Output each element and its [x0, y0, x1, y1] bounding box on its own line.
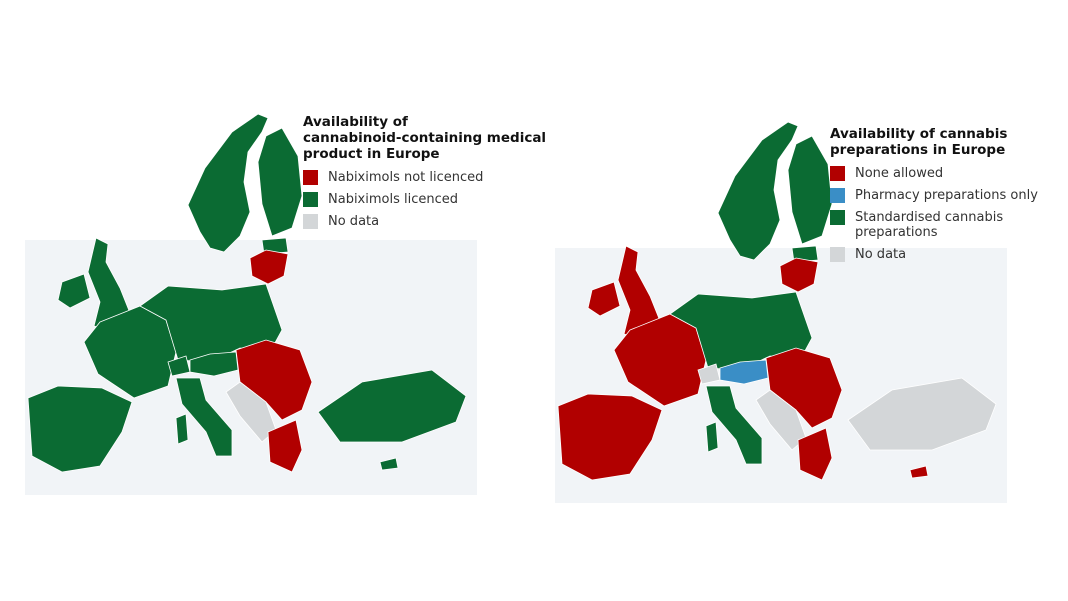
region-est — [791, 245, 819, 263]
region-cyprus — [909, 465, 929, 479]
region-islands — [705, 421, 719, 453]
legend-label: Nabiximols not licenced — [328, 170, 484, 185]
legend-item-licenced: Nabiximols licenced — [303, 192, 553, 207]
region-italy — [705, 385, 763, 465]
region-greece — [267, 419, 303, 473]
legend-label: Nabiximols licenced — [328, 192, 458, 207]
legend-title-line: Availability of cannabis — [830, 126, 1008, 142]
legend-label: Standardised cannabis preparations — [855, 210, 1004, 240]
legend-label: No data — [855, 247, 907, 262]
legend-label: No data — [328, 214, 380, 229]
region-austria — [719, 359, 769, 385]
region-austria — [189, 351, 239, 377]
region-scand — [187, 113, 269, 253]
region-fin — [257, 127, 303, 237]
region-baltic — [249, 249, 289, 285]
europe-map-cannabis-preparations — [555, 121, 1007, 503]
legend-title: Availability of cannabis preparations in… — [830, 126, 1050, 158]
region-ire — [57, 273, 91, 309]
region-ire — [587, 281, 621, 317]
gray-swatch — [303, 214, 318, 229]
green-swatch — [830, 210, 845, 225]
legend-item-pharmacy-only: Pharmacy preparations only — [830, 188, 1050, 203]
legend-label: Pharmacy preparations only — [855, 188, 1038, 203]
legend-cannabis-preparations: Availability of cannabis preparations in… — [830, 126, 1050, 269]
legend-item-no-data: No data — [830, 247, 1050, 262]
green-swatch — [303, 192, 318, 207]
region-baltic — [779, 257, 819, 293]
region-turkey — [317, 369, 467, 443]
region-balkans — [225, 381, 277, 443]
legend-title-line: cannabinoid-containing medical — [303, 130, 547, 146]
region-italy — [175, 377, 233, 457]
legend-label: None allowed — [855, 166, 944, 181]
red-swatch — [830, 166, 845, 181]
region-islands — [175, 413, 189, 445]
region-cyprus — [379, 457, 399, 471]
region-balkans — [755, 389, 807, 451]
region-iberia — [27, 385, 133, 473]
region-fin — [787, 135, 833, 245]
blue-swatch — [830, 188, 845, 203]
europe-map-cannabinoid-products — [25, 113, 477, 495]
gray-swatch — [830, 247, 845, 262]
legend-title: Availability of cannabinoid-containing m… — [303, 114, 553, 162]
legend-cannabinoid-products: Availability of cannabinoid-containing m… — [303, 114, 553, 236]
legend-item-no-data: No data — [303, 214, 553, 229]
region-iberia — [557, 393, 663, 481]
legend-title-line: product in Europe — [303, 146, 440, 162]
red-swatch — [303, 170, 318, 185]
legend-item-not-licenced: Nabiximols not licenced — [303, 170, 553, 185]
legend-item-none-allowed: None allowed — [830, 166, 1050, 181]
legend-title-line: preparations in Europe — [830, 142, 1006, 158]
region-turkey — [847, 377, 997, 451]
legend-title-line: Availability of — [303, 114, 408, 130]
region-est — [261, 237, 289, 255]
legend-item-standardised: Standardised cannabis preparations — [830, 210, 1050, 240]
region-greece — [797, 427, 833, 481]
region-scand — [717, 121, 799, 261]
